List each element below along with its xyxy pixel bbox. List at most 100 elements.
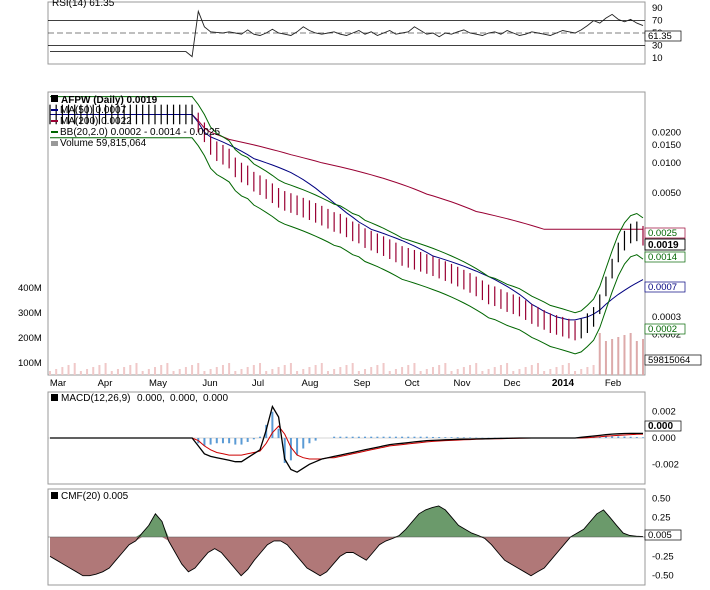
ma50-legend-swatch bbox=[51, 109, 58, 111]
macd-histogram-bar bbox=[252, 438, 255, 440]
rsi-grid bbox=[48, 20, 645, 46]
volume-bar bbox=[592, 365, 595, 375]
volume-bar bbox=[611, 339, 614, 375]
macd-histogram-bar bbox=[438, 437, 441, 438]
bb-lower-box bbox=[644, 323, 686, 335]
macd-histogram-bar bbox=[215, 438, 218, 444]
macd-legend-v1: 0.000, bbox=[137, 393, 165, 404]
volume-bar bbox=[289, 363, 292, 375]
ma50-box bbox=[644, 281, 686, 293]
macd-histogram-bar bbox=[469, 437, 472, 438]
macd-histogram-bar bbox=[240, 438, 243, 445]
volume-bar bbox=[629, 333, 632, 375]
month-label-11: Feb bbox=[605, 378, 621, 389]
volume-bar bbox=[73, 363, 76, 375]
price-series bbox=[49, 96, 644, 355]
macd-histogram-bar bbox=[629, 436, 632, 438]
close-box bbox=[644, 238, 686, 251]
macd-histogram-bar bbox=[351, 436, 354, 438]
volume-bar bbox=[135, 363, 138, 375]
volume-bar bbox=[320, 363, 323, 375]
volume-bar bbox=[215, 367, 218, 375]
volume-bar bbox=[462, 367, 465, 375]
volume-bar bbox=[55, 369, 58, 375]
macd-histogram-bar bbox=[611, 436, 614, 438]
ma200-legend-label: MA(200) 0.0022 bbox=[60, 116, 132, 127]
month-label-1: Apr bbox=[98, 378, 113, 389]
macd-histogram-bar bbox=[246, 438, 249, 442]
volume-bar bbox=[296, 371, 299, 375]
volume-bar bbox=[191, 365, 194, 375]
macd-histogram-bar bbox=[623, 436, 626, 438]
macd-value-box bbox=[644, 420, 682, 432]
macd-line bbox=[50, 404, 643, 473]
month-label-9: Dec bbox=[504, 378, 521, 389]
volume-bar bbox=[203, 371, 206, 375]
macd-histogram-bar bbox=[333, 436, 336, 438]
volume-bar bbox=[277, 367, 280, 375]
volume-bar bbox=[536, 363, 539, 375]
macd-histogram-bar bbox=[425, 436, 428, 438]
volume-tick-label-2: 200M bbox=[18, 333, 42, 344]
bb-mid-label: 0.0014 bbox=[648, 252, 677, 263]
macd-panel: MACD(12,26,9) 0.000, 0.000, 0.000 0.0020… bbox=[47, 391, 682, 485]
volume-bar bbox=[345, 365, 348, 375]
macd-histogram-bar bbox=[642, 437, 644, 438]
rsi-line bbox=[50, 9, 644, 58]
cmf-tick-label-3: -0.25 bbox=[652, 551, 674, 562]
volume-bar bbox=[518, 369, 521, 375]
cmf-tick-label-4: -0.50 bbox=[652, 571, 674, 582]
volume-bar bbox=[567, 363, 570, 375]
volume-bar bbox=[61, 367, 64, 375]
volume-bar bbox=[314, 365, 317, 375]
volume-bar bbox=[487, 369, 490, 375]
volume-bar bbox=[623, 335, 626, 375]
volume-bar bbox=[364, 369, 367, 375]
macd-histogram-bar bbox=[339, 436, 342, 438]
volume-bar bbox=[376, 365, 379, 375]
volume-bar bbox=[283, 365, 286, 375]
volume-bar bbox=[530, 365, 533, 375]
price-tick-label-1: 0.0150 bbox=[652, 140, 681, 151]
macd-histogram-bar bbox=[203, 438, 206, 446]
volume-bar bbox=[234, 371, 237, 375]
close-label: 0.0019 bbox=[648, 240, 679, 251]
ma50-label: 0.0007 bbox=[648, 282, 677, 293]
volume-bar bbox=[549, 369, 552, 375]
volume-bar bbox=[129, 365, 132, 375]
bb-upper-label: 0.0025 bbox=[648, 228, 677, 239]
cmf-legend: CMF(20) 0.005 bbox=[61, 491, 129, 502]
volume-bar bbox=[388, 371, 391, 375]
volume-bar bbox=[252, 365, 255, 375]
price-legend-swatch bbox=[51, 95, 58, 102]
price-legend-title: AFPW (Daily) 0.0019 bbox=[61, 95, 158, 106]
macd-histogram-bar bbox=[302, 438, 305, 449]
macd-histogram-bar bbox=[456, 437, 459, 438]
volume-bar bbox=[86, 369, 89, 375]
month-label-6: Sep bbox=[354, 378, 371, 389]
month-label-2: May bbox=[149, 378, 167, 389]
month-label-5: Aug bbox=[302, 378, 319, 389]
volume-bar bbox=[116, 369, 119, 375]
volume-bar bbox=[98, 365, 101, 375]
macd-histogram-bar bbox=[296, 438, 299, 456]
macd-value-label: 0.000 bbox=[648, 421, 673, 432]
volume-bar bbox=[635, 341, 638, 375]
month-label-8: Nov bbox=[454, 378, 471, 389]
volume-bar bbox=[184, 367, 187, 375]
volume-bar bbox=[326, 371, 329, 375]
macd-histogram-bar bbox=[283, 438, 286, 463]
bb-lower-label: 0.0002 bbox=[648, 324, 677, 335]
cmf-positive-area bbox=[50, 506, 643, 537]
macd-histogram-bar bbox=[431, 436, 434, 438]
price-ticks: 0.0200 0.0150 0.0100 0.0050 0.0003 0.0002 bbox=[652, 127, 681, 340]
volume-bar bbox=[580, 369, 583, 375]
volume-bar bbox=[209, 369, 212, 375]
cmf-legend-swatch bbox=[51, 492, 58, 499]
volume-bar bbox=[617, 337, 620, 375]
macd-histogram-bar bbox=[407, 436, 410, 438]
bb-upper-box bbox=[644, 227, 686, 239]
volume-bar bbox=[166, 363, 169, 375]
macd-histogram-bar bbox=[617, 436, 620, 438]
macd-histogram-bar bbox=[450, 437, 453, 438]
